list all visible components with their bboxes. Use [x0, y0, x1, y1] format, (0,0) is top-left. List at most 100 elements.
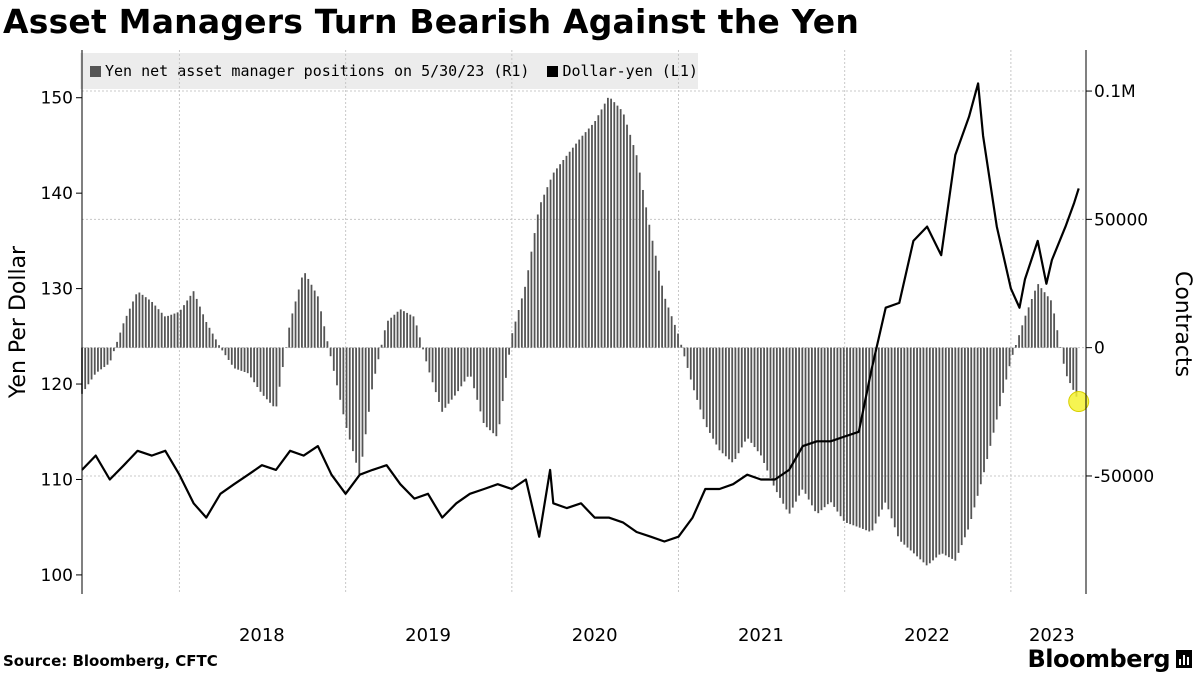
position-bar	[109, 347, 112, 361]
position-bar	[163, 316, 166, 348]
right-tick-label: 0.1M	[1094, 82, 1136, 102]
position-bar	[823, 347, 826, 508]
position-bar	[466, 347, 469, 377]
position-bar	[708, 347, 711, 433]
legend-item-positions: Yen net asset manager positions on 5/30/…	[90, 62, 529, 80]
position-bar	[367, 347, 370, 412]
position-bar	[154, 305, 157, 348]
position-bar	[106, 347, 109, 365]
position-bar	[954, 347, 957, 561]
position-bar	[842, 347, 845, 521]
position-bar	[779, 347, 781, 498]
position-bar	[1018, 335, 1020, 348]
position-bar	[839, 347, 842, 517]
position-bar	[715, 347, 718, 445]
legend-swatch-positions	[90, 65, 101, 77]
position-bar	[250, 347, 252, 378]
position-bar	[422, 347, 424, 350]
position-bar	[900, 347, 903, 542]
position-bar	[670, 316, 673, 348]
position-bar	[132, 301, 134, 348]
position-bar	[390, 317, 393, 348]
x-tick-label: 2018	[239, 625, 285, 646]
position-bar	[230, 347, 233, 365]
position-bar	[176, 312, 179, 348]
position-bar	[791, 347, 794, 508]
position-bar	[285, 347, 287, 348]
position-bar	[288, 327, 291, 348]
position-bar	[817, 347, 820, 514]
position-bar	[186, 300, 189, 348]
position-bar	[1037, 284, 1040, 348]
position-bar	[323, 326, 326, 348]
position-bar	[673, 324, 676, 348]
position-bar	[619, 109, 622, 348]
position-bar	[960, 347, 963, 546]
position-bar	[415, 325, 418, 348]
position-bar	[434, 347, 437, 393]
position-bar	[457, 347, 460, 392]
position-bar	[438, 347, 440, 402]
position-bar	[536, 214, 539, 348]
position-bar	[135, 294, 138, 348]
position-bar	[705, 347, 708, 428]
position-bar	[199, 306, 201, 348]
position-bar	[508, 347, 510, 355]
position-bar	[826, 347, 829, 505]
position-bar	[543, 194, 546, 348]
position-bar	[144, 297, 147, 348]
left-tick-label: 120	[41, 375, 73, 395]
position-bar	[262, 347, 265, 396]
position-bar	[877, 347, 880, 517]
position-bar	[938, 347, 941, 555]
position-bar	[546, 187, 549, 348]
position-bar	[562, 159, 565, 348]
position-bar	[383, 330, 386, 348]
position-bar	[377, 347, 380, 360]
position-bar	[651, 240, 654, 348]
position-bar	[227, 347, 230, 360]
position-bar	[645, 207, 648, 348]
position-bar	[256, 347, 259, 388]
position-bar	[622, 114, 625, 348]
position-bar	[1053, 313, 1056, 348]
position-bar	[830, 347, 832, 503]
position-bar	[87, 347, 90, 385]
position-bar	[476, 347, 479, 400]
position-bar	[482, 347, 485, 423]
position-bar	[613, 102, 616, 348]
position-bar	[195, 298, 198, 348]
position-bar	[995, 347, 998, 420]
position-bar	[237, 347, 240, 370]
position-bar	[148, 299, 150, 348]
position-bar	[533, 233, 536, 348]
position-bar	[951, 347, 954, 559]
position-bar	[699, 347, 702, 410]
position-bar	[332, 347, 335, 371]
position-bar	[689, 347, 692, 380]
legend-item-dollar-yen: Dollar-yen (L1)	[547, 62, 698, 80]
position-bar	[591, 124, 593, 348]
position-bar	[893, 347, 896, 528]
position-bar	[431, 347, 434, 383]
left-axis-label: Yen Per Dollar	[6, 245, 31, 399]
position-bar	[731, 347, 734, 463]
position-bar	[84, 347, 87, 390]
position-bar	[1069, 347, 1071, 384]
position-bar	[387, 320, 389, 348]
position-bar	[616, 105, 619, 348]
position-bar	[189, 295, 192, 348]
position-bar	[358, 347, 361, 475]
position-bar	[1062, 347, 1065, 364]
position-bar	[693, 347, 695, 391]
position-bar	[759, 347, 762, 456]
position-bar	[339, 347, 342, 400]
position-bar	[932, 347, 934, 561]
position-bar	[858, 347, 861, 528]
position-bar	[750, 347, 753, 443]
position-bar	[208, 327, 211, 348]
position-bar	[753, 347, 756, 448]
position-bar	[603, 103, 606, 348]
position-bar	[221, 347, 224, 351]
position-bar	[999, 347, 1001, 407]
